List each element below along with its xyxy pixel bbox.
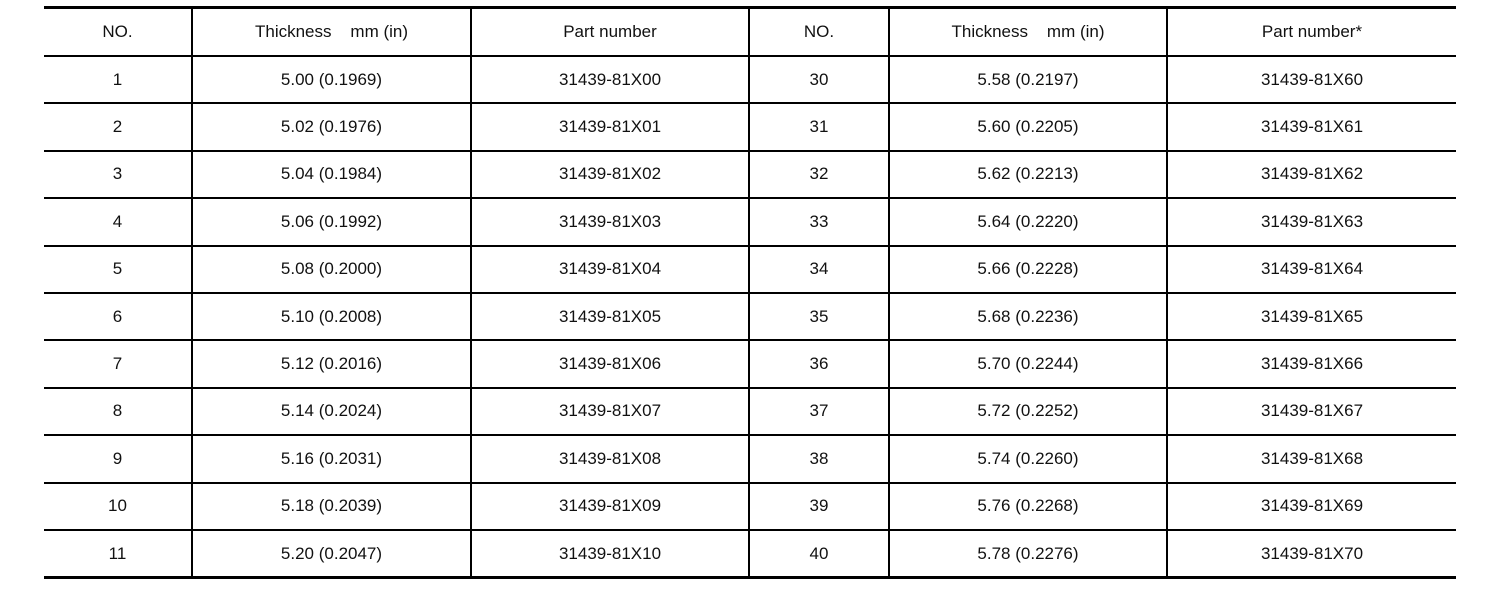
column-header: NO. [102, 22, 133, 41]
table-row: 9 5.16 (0.2031) 31439-81X08 38 5.74 (0.2260)… [44, 434, 1456, 483]
table-cell: 31439-81X63 [1166, 197, 1456, 246]
table-cell: 5.76 (0.2268) [888, 481, 1167, 530]
table-cell: 31439-81X70 [1166, 528, 1456, 578]
table-cell: 31439-81X65 [1166, 291, 1456, 341]
table-cell: 30 [748, 54, 889, 104]
column-header: Thickness mm (in) [888, 7, 1167, 56]
table-cell: 5.64 (0.2220) [888, 197, 1167, 246]
table-cell: 31 [748, 102, 889, 151]
table-cell: 35 [748, 291, 889, 341]
table-cell: 38 [748, 434, 889, 483]
table-row: 11 5.20 (0.2047) 31439-81X10 40 5.78 (0.2276… [44, 528, 1456, 578]
table-cell: 5.16 (0.2031) [191, 434, 471, 483]
table-cell: 34 [748, 244, 889, 293]
column-header: NO. [748, 7, 889, 56]
table-cell: 9 [44, 434, 192, 483]
table-cell: 31439-81X06 [470, 339, 749, 388]
header-row: NO. Thickness mm (in) Part number NO. Thickn… [44, 7, 1456, 56]
table-cell: 10 [44, 481, 192, 530]
table-cell: 1 [44, 54, 192, 104]
table-row: 7 5.12 (0.2016) 31439-81X06 36 5.70 (0.2244)… [44, 339, 1456, 388]
table-cell: 4 [44, 197, 192, 246]
table-cell: 31439-81X09 [470, 481, 749, 530]
table-cell: 31439-81X03 [470, 197, 749, 246]
table-row: 4 5.06 (0.1992) 31439-81X03 33 5.64 (0.2220)… [44, 197, 1456, 246]
table-cell: 33 [748, 197, 889, 246]
table-cell: 31439-81X60 [1166, 54, 1456, 104]
table-cell: 5.02 (0.1976) [191, 102, 471, 151]
table-cell: 31439-81X10 [470, 528, 749, 578]
table-cell: 5.66 (0.2228) [888, 244, 1167, 293]
table-cell: 5.10 (0.2008) [191, 291, 471, 341]
table-cell: 5.58 (0.2197) [888, 54, 1167, 104]
table-cell: 31439-81X66 [1166, 339, 1456, 388]
table-cell: 5.62 (0.2213) [888, 149, 1167, 199]
table-row: 8 5.14 (0.2024) 31439-81X07 37 5.72 (0.2252)… [44, 386, 1456, 436]
column-header: Part number [470, 7, 749, 56]
table-cell: 31439-81X07 [470, 386, 749, 436]
table-cell: 5.74 (0.2260) [888, 434, 1167, 483]
table-cell: 5.18 (0.2039) [191, 481, 471, 530]
table-cell: 5.20 (0.2047) [191, 528, 471, 578]
table-row: 3 5.04 (0.1984) 31439-81X02 32 5.62 (0.2213)… [44, 149, 1456, 199]
table-cell: 31439-81X69 [1166, 481, 1456, 530]
table-row: 10 5.18 (0.2039) 31439-81X09 39 5.76 (0.2268… [44, 481, 1456, 530]
column-header: Thickness mm (in) [191, 7, 471, 56]
table-row: 1 5.00 (0.1969) 31439-81X00 30 5.58 (0.2197)… [44, 54, 1456, 104]
table-cell: 5.12 (0.2016) [191, 339, 471, 388]
table-cell: 40 [748, 528, 889, 578]
table-cell: 31439-81X02 [470, 149, 749, 199]
table-row: 2 5.02 (0.1976) 31439-81X01 31 5.60 (0.2205)… [44, 102, 1456, 151]
table-cell: 31439-81X68 [1166, 434, 1456, 483]
table-cell: 31439-81X61 [1166, 102, 1456, 151]
table-cell: 5.72 (0.2252) [888, 386, 1167, 436]
table-cell: 5.70 (0.2244) [888, 339, 1167, 388]
table-cell: 5.78 (0.2276) [888, 528, 1167, 578]
table-cell: 5.14 (0.2024) [191, 386, 471, 436]
table-row: 6 5.10 (0.2008) 31439-81X05 35 5.68 (0.2236)… [44, 291, 1456, 341]
table-cell: 5.06 (0.1992) [191, 197, 471, 246]
column-header: Part number* [1166, 7, 1456, 56]
table-cell: 31439-81X62 [1166, 149, 1456, 199]
table-cell: 31439-81X08 [470, 434, 749, 483]
table-cell: 5.60 (0.2205) [888, 102, 1167, 151]
table-cell: 5 [44, 244, 192, 293]
table-cell: 36 [748, 339, 889, 388]
table-cell: 5.68 (0.2236) [888, 291, 1167, 341]
table-cell: 31439-81X64 [1166, 244, 1456, 293]
table-cell: 11 [44, 528, 192, 578]
table-cell: 5.08 (0.2000) [191, 244, 471, 293]
table-cell: 31439-81X67 [1166, 386, 1456, 436]
table-cell: 31439-81X04 [470, 244, 749, 293]
table-cell: 31439-81X05 [470, 291, 749, 341]
table-cell: 3 [44, 149, 192, 199]
table-cell: 2 [44, 102, 192, 151]
table-cell: 31439-81X00 [470, 54, 749, 104]
table-cell: 7 [44, 339, 192, 388]
table-cell: 39 [748, 481, 889, 530]
table-cell: 37 [748, 386, 889, 436]
table-row: 5 5.08 (0.2000) 31439-81X04 34 5.66 (0.2228)… [44, 244, 1456, 293]
table-cell: 8 [44, 386, 192, 436]
table-cell: 31439-81X01 [470, 102, 749, 151]
table-cell: 32 [748, 149, 889, 199]
table-cell: 6 [44, 291, 192, 341]
shim-thickness-table: NO. Thickness mm (in) Part number NO. Thickn… [44, 6, 1456, 580]
table-cell: 5.00 (0.1969) [191, 54, 471, 104]
table-cell: 5.04 (0.1984) [191, 149, 471, 199]
